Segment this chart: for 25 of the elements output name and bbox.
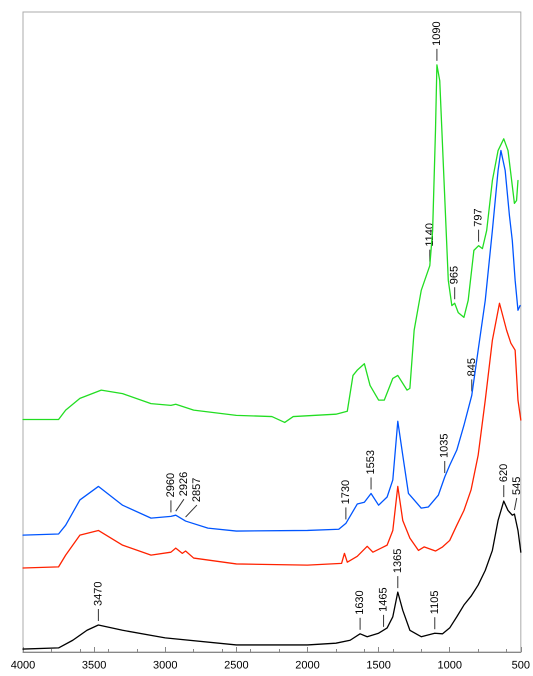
x-tick-label: 1000 — [437, 660, 462, 672]
annotation: 1035 — [438, 434, 451, 458]
x-tick-label: 500 — [512, 660, 530, 672]
annotation: 1090 — [430, 21, 443, 46]
x-tick-label: 2500 — [224, 660, 249, 672]
x-tick-label: 4000 — [10, 660, 36, 672]
annotation: 1465 — [378, 587, 390, 612]
annotation: 1365 — [392, 548, 404, 574]
annotation: 1105 — [428, 590, 441, 614]
x-tick-label: 2000 — [295, 660, 320, 672]
annotation: 965 — [448, 266, 461, 284]
annotation: 845 — [466, 358, 478, 376]
annotation: 3470 — [92, 582, 104, 606]
x-tick-label: 1500 — [366, 660, 391, 672]
annotation: 2960 — [164, 472, 177, 498]
x-tick-label: 3500 — [82, 660, 106, 672]
annotation: 1630 — [354, 590, 366, 615]
annotation: 1730 — [340, 480, 352, 504]
x-tick-label: 3000 — [152, 660, 178, 672]
annotation: 797 — [472, 208, 485, 227]
annotation: 620 — [498, 464, 510, 482]
annotation: 545 — [510, 476, 523, 496]
annotation: 1553 — [365, 450, 378, 474]
annotation: 2857 — [190, 478, 203, 502]
annotation: 2926 — [178, 472, 190, 496]
